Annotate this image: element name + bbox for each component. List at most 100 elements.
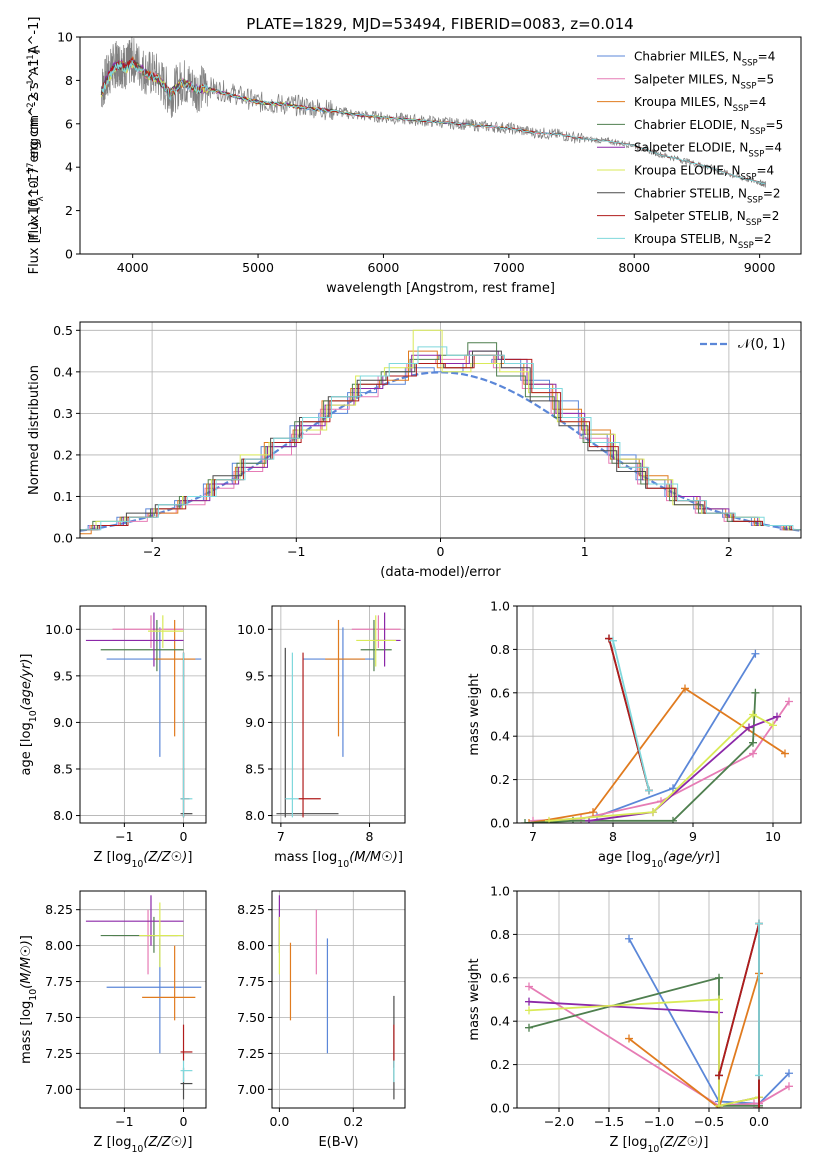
axes-frame [79,36,802,255]
y-tick-label: 8.25 [237,902,265,917]
mass-weight-marker [749,710,757,719]
x-tick-label: −1.5 [594,1114,624,1129]
legend-entry: Chabrier STELIB, NSSP=2 [634,186,781,205]
y-tick-label: 8.5 [245,761,265,776]
y-tick-label: 8.25 [45,902,73,917]
mass-weight-marker [521,819,529,823]
errorbar-point [106,938,202,1054]
legend-entry: Salpeter MILES, NSSP=5 [634,72,774,91]
residual-histogram [80,342,801,531]
y-tick-label: 10.0 [237,622,265,637]
y-tick-label: 8.0 [245,808,265,823]
x-axis-label: E(B-V) [318,1135,358,1150]
mass-z-axes-marks [85,895,202,1100]
legend-entry: Chabrier ELODIE, NSSP=5 [634,118,783,137]
errorbar-point [85,895,184,946]
mass-weight-marker [749,749,757,758]
y-tick-label: 0.8 [490,642,510,657]
mass-weight-marker [649,808,657,817]
y-tick-label: 9.0 [245,715,265,730]
x-tick-label: −1.0 [644,1114,674,1129]
y-tick-label: 7.75 [45,974,73,989]
legend-entry: Salpeter ELODIE, NSSP=4 [634,141,782,160]
x-tick-label: −0.5 [694,1114,724,1129]
y-tick-label: 0.0 [490,1101,510,1116]
legend-entry: Kroupa STELIB, NSSP=2 [634,232,772,251]
residual-axes: −2 −1 0 1 2 0.0 0.1 0.2 0.3 0.4 0.5 [53,321,802,559]
mass-weight-marker [785,1082,793,1091]
y-tick-label: 2 [65,203,73,218]
y-tick-label: 8.00 [237,938,265,953]
errorbar-point [285,652,299,818]
y-tick-label: 9.0 [53,715,73,730]
mass-weight-marker [715,973,723,982]
mass-weight-marker [525,1006,533,1015]
x-tick-label: 7000 [493,260,525,275]
mass-weight-marker [755,1104,763,1108]
x-tick-label: 0 [180,1114,188,1129]
x-tick-label: 2 [725,544,733,559]
x-tick-label: 9 [689,829,697,844]
y-tick-label: 0.4 [53,364,73,379]
errorbar-point [356,615,397,667]
mass-weight-marker [525,1023,533,1032]
mass-weight-marker [785,697,793,706]
mass-weight-marker [715,995,723,1004]
mass-weight-marker [715,1071,723,1080]
mass-weight-marker [609,636,617,645]
model-spectrum-line [101,60,766,185]
y-tick-label: 0.5 [53,323,73,338]
mw-z-axes-marks [525,919,793,1108]
x-tick-label: 8000 [618,260,650,275]
mw-z-axes: −2.0 −1.5 −1.0 −0.5 0.0 0.0 0.2 0.4 0.6 0.8 1.0 [490,884,802,1129]
axes-frame [271,890,406,1109]
gridlines [80,891,206,1108]
mass-weight-marker [669,784,677,793]
y-tick-label: 7.00 [45,1082,73,1097]
legend-entry: Kroupa ELODIE, NSSP=4 [634,164,774,183]
errorbar-point [100,619,184,672]
age-z-axes: −1 0 8.0 8.5 9.0 9.5 10.0 [45,605,207,844]
axes-frame [516,605,802,824]
residual-histogram [80,346,801,531]
mass-weight-marker [749,738,757,747]
y-tick-label: 0.2 [490,772,510,787]
mass-weight-marker [625,1034,633,1043]
y-tick-label: 10.0 [45,622,73,637]
x-axis-label: (data-model)/error [380,565,501,580]
errorbar-point [153,619,196,737]
mass-weight-line [628,973,760,1108]
y-tick-label: 7.50 [45,1010,73,1025]
axes-frame [79,890,207,1109]
mass-weight-marker [669,816,677,823]
y-tick-label: 0.4 [490,1014,510,1029]
mass-weight-marker [781,749,789,758]
errorbar-point [298,652,321,818]
gridlines [272,891,405,1108]
legend-entry: 𝒩(0, 1) [738,337,785,352]
y-tick-label: 1.0 [490,884,510,899]
errorbar-point [180,1024,193,1061]
residual-legend: 𝒩(0, 1) [700,337,785,352]
mass-weight-marker [589,808,597,817]
mass-weight-marker [755,919,763,928]
x-tick-label: 5000 [242,260,274,275]
errorbar-point [180,652,193,818]
x-tick-label: 0.0 [749,1114,769,1129]
errorbar-point [325,619,366,737]
errorbar-point [100,916,184,953]
errorbar-point [180,652,193,818]
residual-histogram [80,350,801,531]
mass-weight-marker [755,1071,763,1080]
errorbar-point [139,902,184,968]
errorbar-point [276,647,339,818]
x-tick-label: 7 [529,829,537,844]
x-tick-label: 9000 [744,260,776,275]
x-axis-label: Z [log10(Z/Z☉)] [610,1135,709,1155]
mass-weight-line [628,938,790,1105]
x-axis-label: mass [log10(M/M☉)] [274,850,403,870]
x-axis-label: Z [log10(Z/Z☉)] [94,850,193,870]
y-axis-label: Flux [f_λ 10^-17 erg cm^-2 s^-1 A^-1] [27,17,42,275]
x-tick-label: 0 [180,829,188,844]
